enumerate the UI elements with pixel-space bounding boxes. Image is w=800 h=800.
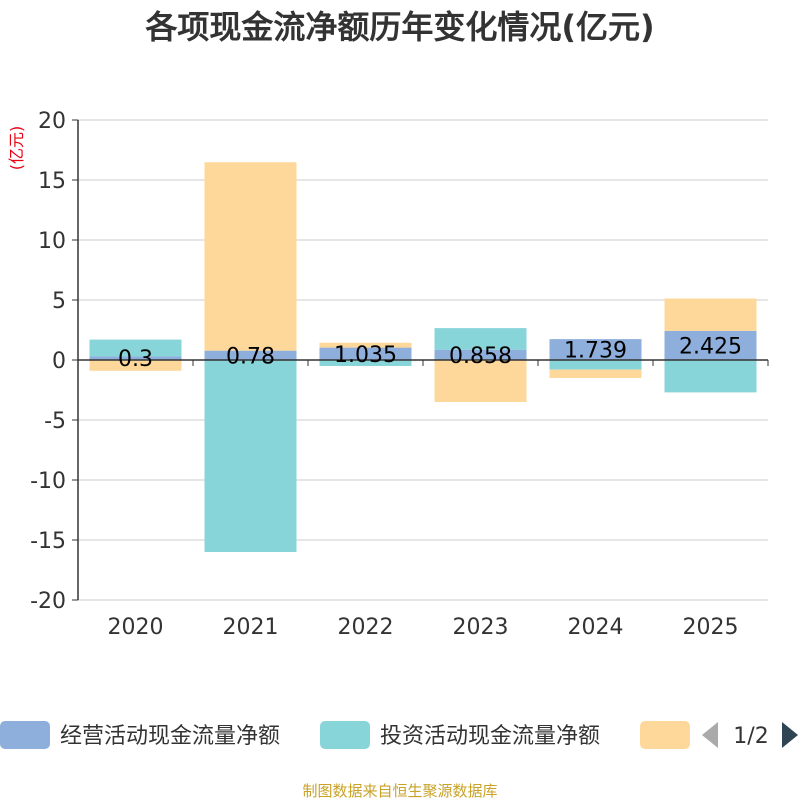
x-tick-label: 2023 bbox=[453, 615, 509, 640]
data-labels: 0.3 0.78 1.035 0.858 1.739 2.425 bbox=[118, 334, 742, 372]
legend-page-indicator: 1/2 bbox=[733, 724, 768, 749]
data-label: 0.858 bbox=[449, 344, 512, 369]
y-tick-label: -5 bbox=[44, 409, 66, 434]
legend-label: 经营活动现金流量净额 bbox=[60, 724, 280, 749]
bar-2021-series-3 bbox=[204, 162, 297, 351]
y-tick-label: 0 bbox=[52, 349, 66, 374]
chart-title: 各项现金流净额历年变化情况(亿元) bbox=[145, 8, 654, 46]
bar-2025-series-2 bbox=[664, 360, 757, 393]
y-tick-label: 15 bbox=[38, 169, 66, 194]
legend-swatch-2 bbox=[320, 721, 370, 749]
y-tick-label: 10 bbox=[38, 229, 66, 254]
bar-2020-series-3 bbox=[89, 360, 182, 371]
source-note: 制图数据来自恒生聚源数据库 bbox=[302, 782, 497, 800]
bar-2023-series-2 bbox=[434, 328, 527, 350]
x-tick-label: 2024 bbox=[568, 615, 624, 640]
data-label: 0.78 bbox=[226, 344, 275, 369]
bar-2021-series-1 bbox=[204, 350, 297, 360]
x-tick-label: 2021 bbox=[223, 615, 279, 640]
x-tick-label: 2020 bbox=[108, 615, 164, 640]
y-tick-label: -15 bbox=[30, 529, 66, 554]
y-axis-unit-label: (亿元) bbox=[7, 126, 26, 171]
legend-next-icon[interactable] bbox=[782, 722, 798, 748]
bar-2024-series-2 bbox=[549, 360, 642, 370]
legend-label: 投资活动现金流量净额 bbox=[380, 724, 600, 749]
bar-2021-series-2 bbox=[204, 360, 297, 552]
data-label: 1.035 bbox=[334, 343, 397, 368]
bar-2022-series-3 bbox=[319, 342, 412, 348]
data-label: 1.739 bbox=[564, 339, 627, 364]
data-label: 2.425 bbox=[679, 334, 742, 359]
bar-2025-series-1 bbox=[664, 330, 757, 360]
y-tick-label: -10 bbox=[30, 469, 66, 494]
bar-2023-series-3 bbox=[434, 360, 527, 402]
x-tick-label: 2025 bbox=[683, 615, 739, 640]
bars bbox=[89, 162, 757, 552]
bar-2025-series-3 bbox=[664, 298, 757, 331]
data-label: 0.3 bbox=[118, 347, 153, 372]
bar-2024-series-1 bbox=[549, 339, 642, 360]
bar-2020-series-1 bbox=[89, 356, 182, 360]
legend-swatch-1 bbox=[0, 721, 50, 749]
x-tick-label: 2022 bbox=[338, 615, 394, 640]
legend: 经营活动现金流量净额 投资活动现金流量净额 1/2 bbox=[0, 721, 798, 749]
y-tick-label: 20 bbox=[38, 109, 66, 134]
y-tick-label: -20 bbox=[30, 589, 66, 614]
bar-2020-series-2 bbox=[89, 339, 182, 357]
axes: 20 15 10 5 0 -5 -10 -15 -20 2020 2021 2022 2023 2024 2… bbox=[30, 109, 769, 640]
bar-2023-series-1 bbox=[434, 349, 527, 360]
bar-2022-series-2 bbox=[319, 360, 412, 366]
bar-2024-series-3 bbox=[549, 369, 642, 378]
bar-2022-series-1 bbox=[319, 347, 412, 360]
legend-prev-icon[interactable] bbox=[702, 722, 718, 748]
legend-swatch-3 bbox=[640, 721, 690, 749]
y-tick-label: 5 bbox=[52, 289, 66, 314]
